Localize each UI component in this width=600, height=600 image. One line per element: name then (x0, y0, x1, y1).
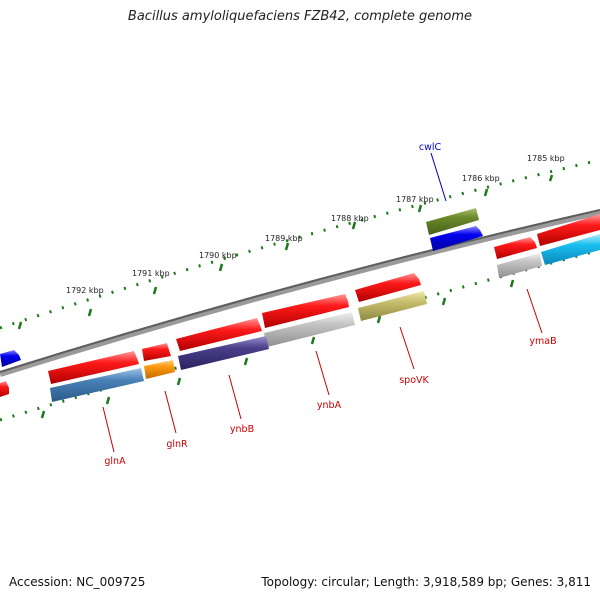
leader-ynbA (315, 350, 330, 396)
scale-label-1787: 1787 kbp (396, 195, 434, 204)
gene-label-ymaB: ymaB (529, 336, 556, 347)
accession-text: Accession: NC_009725 (9, 575, 146, 589)
inner-major-ticks (40, 279, 515, 419)
scale-label-1792: 1792 kbp (66, 286, 104, 295)
gene-label-ynbB: ynbB (230, 424, 254, 435)
leader-ynbB (228, 374, 242, 420)
gene-label-glnR: glnR (166, 439, 188, 450)
gene-label-spoVK: spoVK (399, 375, 429, 386)
gene-cwlC-arrow (430, 226, 483, 251)
gene-red-arrow-ynbB-upper (176, 318, 262, 351)
outer-major-ticks (17, 174, 554, 330)
map-title: Bacillus amyloliquefaciens FZB42, comple… (127, 9, 473, 24)
scale-label-1788: 1788 kbp (331, 214, 369, 223)
label-leaders (102, 152, 543, 453)
gene-red-left-edge (0, 381, 9, 397)
gene-olive-arrow (426, 208, 479, 235)
scale-label-1789: 1789 kbp (265, 234, 303, 243)
gene-labels: cwlC ymaB spoVK ynbA ynbB glnR glnA (104, 142, 556, 467)
leader-ymaB (526, 288, 543, 334)
gene-red-arrow-glnR-upper (142, 343, 171, 361)
gene-red-edge-arrow (537, 214, 600, 246)
genome-backbone (0, 209, 600, 377)
topology-text: Topology: circular; Length: 3,918,589 bp… (261, 575, 591, 589)
scale-label-1786: 1786 kbp (462, 174, 500, 183)
gene-glnR (144, 360, 175, 379)
gene-ynbB (178, 336, 269, 370)
gene-ynbA (264, 312, 355, 347)
gene-red-arrow-glnA-upper (48, 351, 139, 384)
gene-label-ynbA: ynbA (317, 400, 342, 411)
leader-cwlC (430, 152, 447, 202)
outer-scale-arc (0, 158, 600, 330)
leader-glnR (164, 390, 177, 434)
scale-labels: 1785 kbp 1786 kbp 1787 kbp 1788 kbp 1789… (66, 154, 565, 295)
gene-glnA (50, 368, 144, 402)
gene-label-cwlC: cwlC (419, 142, 442, 153)
scale-label-1790: 1790 kbp (199, 251, 237, 260)
leader-spoVK (399, 326, 415, 370)
gene-cyan (541, 234, 600, 265)
scale-label-1791: 1791 kbp (132, 269, 170, 278)
leader-glnA (102, 406, 115, 453)
gene-red-arrow-ynbA-upper (262, 294, 349, 328)
scale-label-1785: 1785 kbp (527, 154, 565, 163)
gene-ymaB-upstream-arrow (494, 237, 537, 259)
gene-spoVK (358, 291, 427, 321)
gene-blue-left-arrow (0, 350, 21, 367)
gene-red-arrow-spoVK-upper (355, 273, 421, 302)
gene-label-glnA: glnA (104, 456, 126, 467)
gene-ymaB-gray (497, 253, 542, 278)
